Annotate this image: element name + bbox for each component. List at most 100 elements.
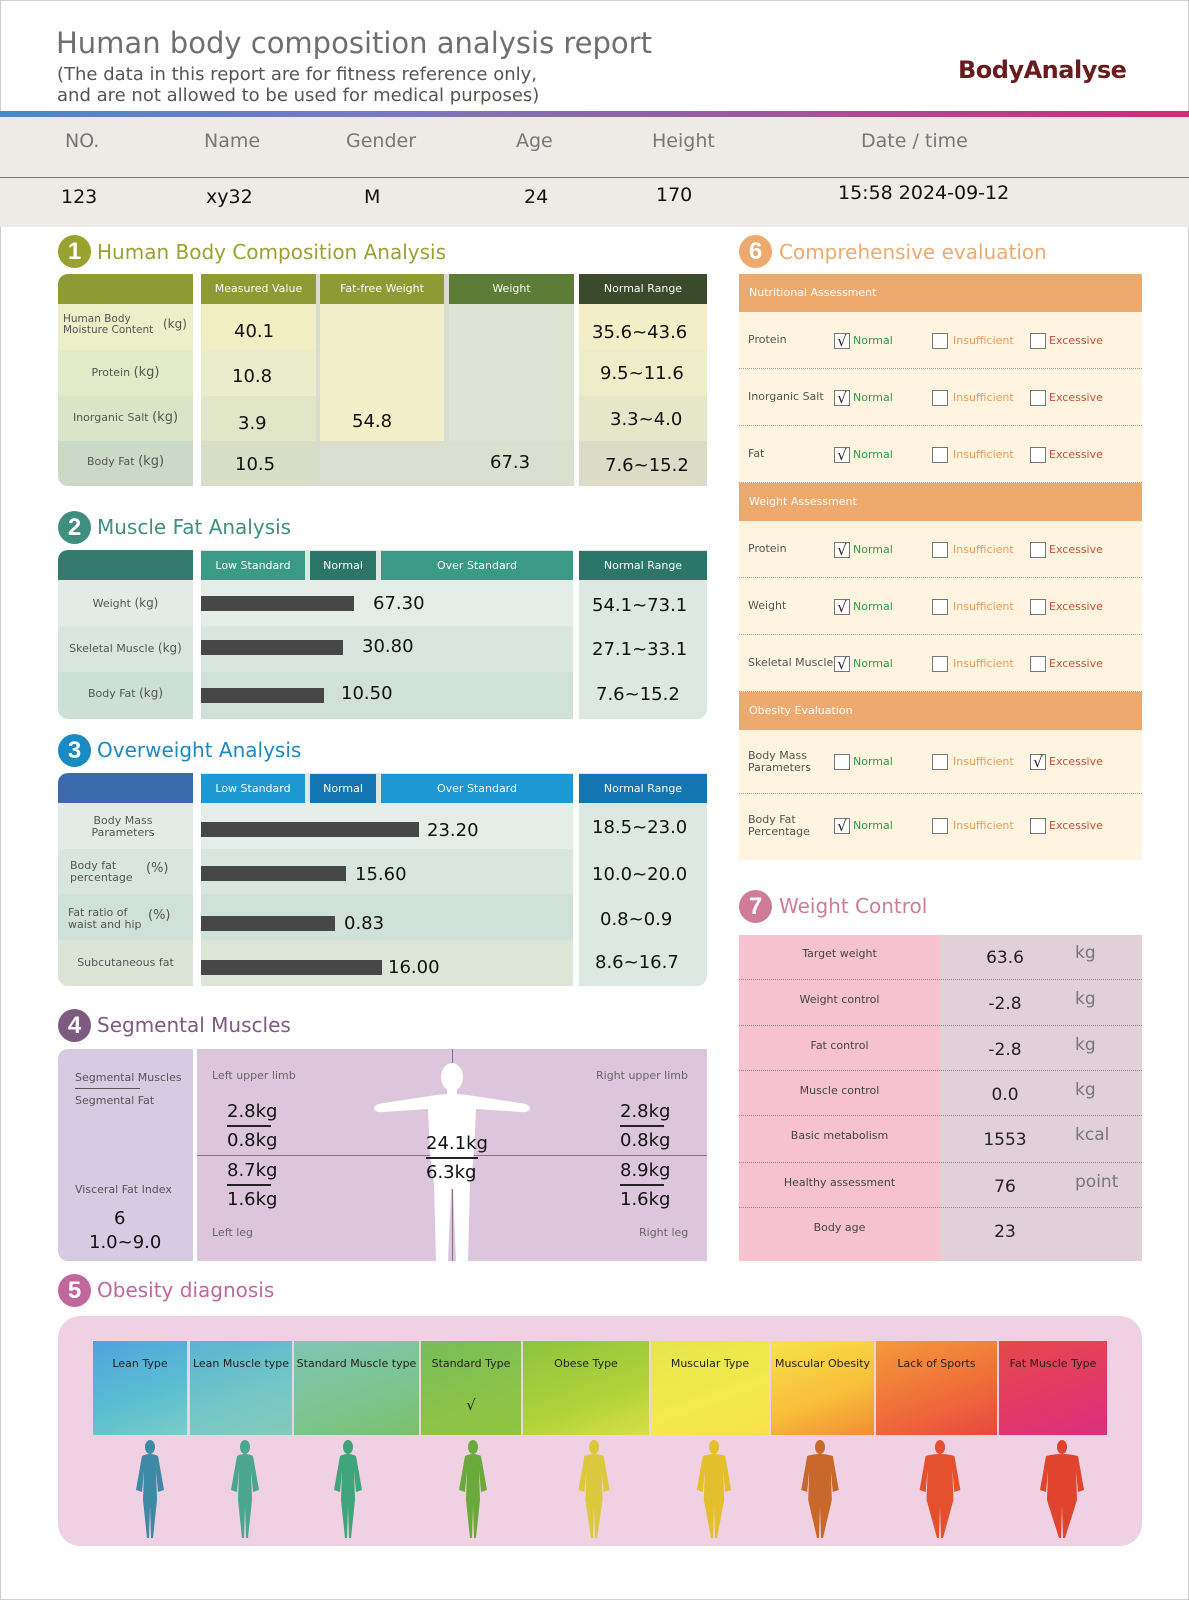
sec4-right-upper-label: Right upper limb [596,1069,688,1082]
body-figure-icon [459,1440,487,1538]
sec2-value-muscle: 30.80 [362,636,414,657]
sec3-bar-subcutaneous [201,960,382,975]
eval-checkbox[interactable] [1030,332,1046,349]
sec4-legend-fat: Segmental Fat [75,1094,155,1107]
body-figure-icon [136,1440,164,1538]
body-silhouette-icon [374,1063,530,1261]
weight-control-label: Fat control [810,1039,869,1052]
eval-checkbox[interactable] [1030,389,1046,406]
sec1-range-cell [579,304,707,350]
sec1-salt-text: Inorganic Salt [72,411,149,424]
sec1-value-salt: 3.9 [238,413,267,434]
sec1-fat-unit: (kg) [138,454,165,469]
eval-row-label: Skeletal Muscle [748,655,834,669]
eval-checkbox[interactable]: √ [834,598,850,615]
sec4-right-leg-label: Right leg [639,1226,689,1239]
sec3-range-bmi: 18.5~23.0 [592,817,688,838]
section-6-title: Comprehensive evaluation [779,240,1047,264]
section-3-number: 3 [58,734,91,767]
weight-control-label: Basic metabolism [790,1129,889,1142]
eval-checkbox[interactable]: √ [834,541,850,558]
eval-checkbox[interactable] [1030,598,1046,615]
sec3-label-subcutaneous: Subcutaneous fat [77,956,174,969]
sec4-legend-muscle: Segmental Muscles [75,1071,182,1084]
eval-option-excessive: Excessive [1049,599,1103,613]
eval-checkbox[interactable] [932,446,948,463]
sec4-fraction-line [426,1157,478,1159]
eval-checkbox[interactable]: √ [834,389,850,406]
subtitle-line-1: (The data in this report are for fitness… [57,64,538,85]
eval-checkbox[interactable]: √ [1030,754,1046,770]
sec1-protein-unit: (kg) [133,365,160,380]
eval-option-excessive: Excessive [1049,819,1103,832]
sec3-label-column [58,773,193,986]
sec1-gap [193,274,201,486]
sec1-range-fat: 7.6~15.2 [605,455,689,476]
sec1-measured-cell [201,396,316,441]
sec2-fat-unit: (kg) [139,686,164,700]
eval-checkbox[interactable] [1030,818,1046,834]
eval-checkbox[interactable] [1030,541,1046,558]
sec2-range-weight: 54.1~73.1 [592,595,688,616]
eval-row-label: Protein [748,541,787,555]
section-4-number: 4 [58,1009,91,1042]
sec4-trunk-muscle: 24.1kg [426,1133,488,1154]
section-3-title: Overweight Analysis [97,738,302,762]
eval-checkbox[interactable] [932,655,948,672]
eval-checkbox[interactable] [932,541,948,558]
body-figure-icon [578,1440,610,1538]
eval-checkbox[interactable] [932,389,948,406]
weight-control-value: 76 [994,1177,1016,1197]
eval-checkbox[interactable]: √ [834,655,850,672]
sec3-value-waisthip: 0.83 [344,913,385,934]
eval-option-insufficient: Insufficient [953,755,1014,768]
eval-row-label: Body Mass Parameters [748,749,811,774]
sec3-unit-waisthip: (%) [148,908,171,923]
sec1-protein-text: Protein [91,366,131,379]
body-figure-icon [696,1440,732,1538]
section-2-title: Muscle Fat Analysis [97,515,292,539]
eval-checkbox[interactable] [834,754,850,770]
sec2-header-normal: Normal [310,551,376,580]
eval-option-normal: Normal [853,599,893,613]
eval-checkbox[interactable] [932,754,948,770]
sec2-value-weight: 67.30 [373,593,425,614]
weight-control-divider [739,1207,1142,1208]
eval-group-obesity-evaluation: Obesity Evaluation [739,692,1142,730]
sec1-header-measured: Measured Value [201,274,316,304]
sec1-measured-cell [201,304,316,350]
obesity-type-lean-muscle-type: Lean Muscle type [190,1341,292,1435]
weight-control-value-column [940,935,1142,1261]
sec1-fat-text: Body Fat [86,455,135,468]
eval-checkbox[interactable] [1030,655,1046,672]
section-2-number: 2 [58,511,91,544]
eval-option-insufficient: Insufficient [953,656,1014,670]
obesity-selected-mark: √ [466,1396,476,1414]
eval-option-insufficient: Insufficient [953,447,1014,461]
obesity-type-muscular-obesity: Muscular Obesity [771,1341,874,1435]
eval-checkbox[interactable] [932,818,948,834]
sec3-label-waisthip: Fat ratio of waist and hip [68,906,142,931]
sec2-fat-text: Body Fat [87,687,136,700]
eval-checkbox[interactable] [932,332,948,349]
eval-checkbox[interactable]: √ [834,332,850,349]
sec1-header-fatfree: Fat-free Weight [320,274,444,304]
eval-group-nutritional-assessment: Nutritional Assessment [739,274,1142,312]
eval-option-normal: Normal [853,656,893,670]
eval-checkbox[interactable] [932,598,948,615]
sec2-label-weight: Weight (kg) [58,597,193,610]
obesity-type-label: Lean Type [112,1357,168,1370]
sec1-fatfree-value: 54.8 [352,411,393,432]
weight-control-divider [739,1162,1142,1163]
sec4-legend-panel [58,1049,193,1261]
eval-checkbox[interactable]: √ [834,446,850,463]
body-figure-icon [801,1440,839,1538]
obesity-type-label: Lean Muscle type [192,1357,290,1370]
eval-bottom-pad [739,858,1142,860]
body-figure-icon [231,1440,259,1538]
eval-checkbox[interactable]: √ [834,818,850,834]
eval-checkbox[interactable] [1030,446,1046,463]
eval-option-excessive: Excessive [1049,542,1103,556]
info-label-name: Name [204,130,261,152]
eval-option-excessive: Excessive [1049,656,1103,670]
